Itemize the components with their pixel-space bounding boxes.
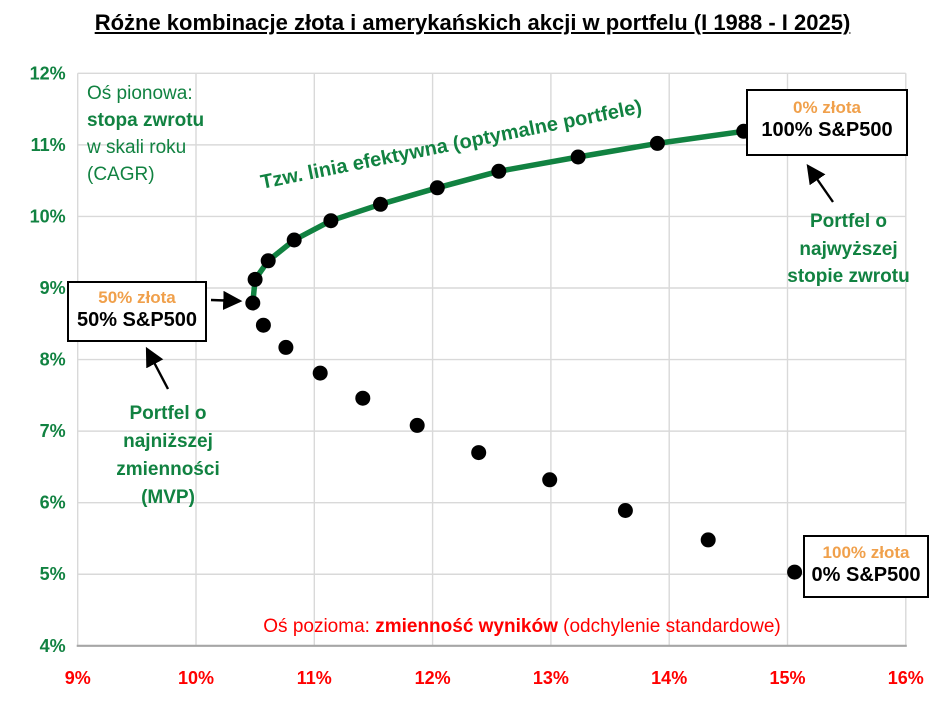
portfolio-dot	[247, 271, 263, 287]
y-axis-note-line4: (CAGR)	[87, 164, 155, 185]
y-tick-label: 7%	[40, 421, 66, 441]
x-tick-label: 11%	[297, 668, 332, 688]
x-tick-label: 14%	[651, 668, 687, 688]
sp500-share-label: 0% S&P500	[811, 564, 921, 586]
portfolio-dot	[617, 503, 633, 518]
portfolio-dot	[286, 232, 302, 248]
x-tick-label: 9%	[65, 668, 91, 688]
portfolio-dot	[649, 135, 665, 151]
y-axis-note-line3: w skali roku	[87, 137, 187, 158]
gold-share-label: 100% złota	[822, 543, 910, 562]
y-tick-label: 6%	[40, 493, 66, 513]
x-tick-label: 15%	[769, 668, 805, 688]
y-axis-note-line2: stopa zwrotu	[87, 110, 205, 131]
portfolio-dot	[373, 196, 388, 212]
y-tick-label: 11%	[31, 135, 66, 155]
portfolio-dot	[570, 149, 586, 165]
portfolio-dot	[255, 317, 271, 333]
portfolio-dot	[312, 365, 328, 381]
portfolio-dot	[278, 339, 294, 355]
portfolio-dot	[245, 295, 261, 311]
label-box-50pct-gold: 50% złota 50% S&P500	[67, 281, 207, 342]
x-tick-label: 13%	[533, 668, 569, 688]
y-tick-label: 5%	[40, 564, 66, 584]
chart-title: Różne kombinacje złota i amerykańskich a…	[94, 10, 851, 35]
portfolio-dot	[471, 445, 487, 461]
y-axis-note: Oś pionowa: stopa zwrotu w skali roku (C…	[87, 80, 204, 188]
portfolio-dot	[429, 180, 445, 196]
gold-share-label: 50% złota	[98, 288, 176, 307]
x-tick-label: 16%	[888, 668, 924, 688]
portfolio-dot	[260, 253, 276, 269]
x-tick-label: 12%	[415, 668, 451, 688]
annotation-arrow	[145, 346, 170, 390]
sp500-share-label: 100% S&P500	[761, 119, 893, 141]
y-axis-note-line1: Oś pionowa:	[87, 83, 193, 104]
portfolio-dot	[355, 390, 371, 406]
x-axis-note-bold: zmienność wyników	[375, 616, 558, 637]
portfolio-dot	[542, 472, 558, 488]
portfolio-dot	[323, 213, 339, 229]
y-tick-label: 8%	[40, 350, 66, 370]
note-lowest-volatility: Portfel o najniższej zmienności (MVP)	[116, 403, 220, 508]
sp500-share-label: 50% S&P500	[76, 309, 198, 331]
portfolio-dot	[700, 532, 716, 548]
x-axis-note-suffix: (odchylenie standardowe)	[557, 616, 781, 637]
annotation-arrow	[210, 290, 243, 311]
y-tick-label: 4%	[40, 636, 66, 656]
annotation-arrow	[806, 164, 834, 203]
label-box-0pct-gold: 0% złota 100% S&P500	[746, 89, 908, 156]
y-tick-label: 12%	[30, 63, 66, 83]
portfolio-dot	[491, 163, 507, 179]
x-axis-note: Oś pozioma: zmienność wyników (odchyleni…	[172, 616, 872, 638]
x-tick-label: 10%	[178, 668, 214, 688]
y-tick-label: 10%	[30, 206, 66, 226]
portfolio-dot	[787, 564, 803, 580]
x-axis-note-prefix: Oś pozioma:	[263, 616, 376, 637]
label-box-100pct-gold: 100% złota 0% S&P500	[803, 535, 929, 598]
y-tick-label: 9%	[40, 278, 66, 298]
portfolio-dot	[409, 417, 425, 433]
gold-share-label: 0% złota	[792, 98, 862, 117]
note-highest-return: Portfel o najwyższej stopie zwrotu	[787, 211, 910, 287]
